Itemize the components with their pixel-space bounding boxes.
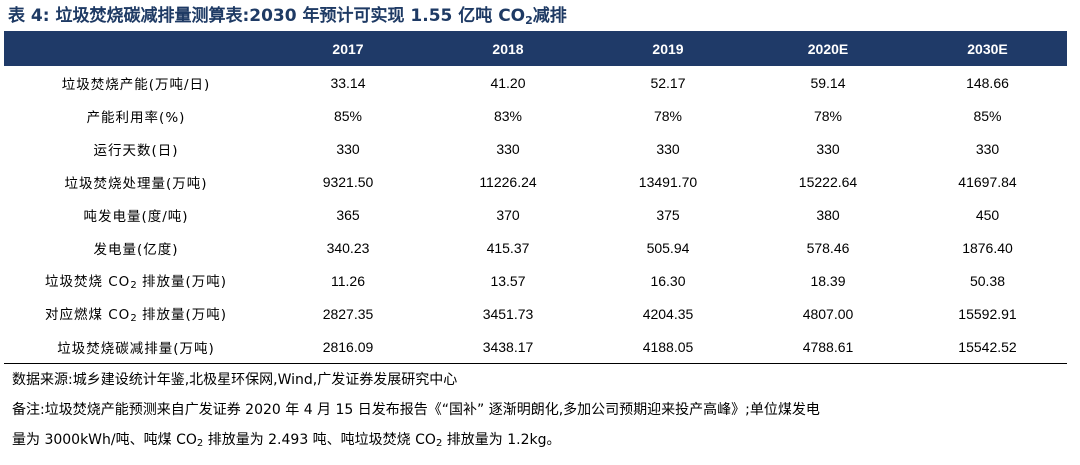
row-label: 垃圾焚烧处理量(万吨): [64, 175, 208, 192]
table-row: 吨发电量(度/吨) 365 370 375 380 450: [4, 198, 1067, 231]
cell-value: 18.39: [810, 272, 846, 289]
row-label: 垃圾焚烧碳减排量(万吨): [4, 330, 268, 364]
header-cell-2020e: 2020E: [748, 31, 908, 66]
cell-value: 13491.70: [638, 173, 698, 190]
source-note: 数据来源:城乡建设统计年鉴,北极星环保网,Wind,广发证券发展研究中心: [12, 372, 458, 388]
cell-value: 33.14: [330, 74, 366, 91]
cell-value: 15592.91: [958, 305, 1017, 322]
cell-value: 15542.52: [908, 330, 1067, 364]
row-label: 产能利用率(%): [86, 109, 186, 126]
cell-value: 83%: [493, 107, 523, 124]
title-suffix: 减排: [532, 6, 567, 26]
cell-value: 380: [816, 206, 840, 223]
row-label: 垃圾焚烧 CO2 排放量(万吨): [44, 274, 228, 291]
cell-value: 330: [496, 140, 520, 157]
cell-value: 1876.40: [962, 239, 1013, 256]
cell-value: 450: [975, 206, 1000, 223]
cell-value: 50.38: [969, 272, 1006, 289]
cell-value: 11226.24: [479, 173, 537, 190]
cell-value: 340.23: [326, 239, 370, 256]
footnote-text: 量为 3000kWh/吨、吨煤 CO: [12, 432, 197, 448]
table-row: 对应燃煤 CO2 排放量(万吨) 2827.35 3451.73 4204.35 480…: [4, 297, 1067, 330]
footnote-subscript: 2: [196, 438, 204, 449]
cell-value: 3438.17: [428, 330, 588, 364]
table-row: 垃圾焚烧处理量(万吨) 9321.50 11226.24 13491.70 15222.…: [4, 165, 1067, 198]
title-subscript: 2: [525, 14, 533, 27]
header-cell-2017: 2017: [268, 31, 428, 66]
cell-value: 3451.73: [482, 305, 534, 322]
table-row: 垃圾焚烧碳减排量(万吨) 2816.09 3438.17 4188.05 4788.61…: [4, 330, 1067, 364]
header-cell-label: [4, 31, 268, 66]
row-label: 对应燃煤 CO2 排放量(万吨): [44, 307, 228, 324]
header-cell-2018: 2018: [428, 31, 588, 66]
header-row: 2017 2018 2019 2020E 2030E: [4, 31, 1067, 66]
footnote: 备注:垃圾焚烧产能预测来自广发证券 2020 年 4 月 15 日发布报告《“国…: [12, 395, 820, 459]
cell-value: 2816.09: [268, 330, 428, 364]
cell-value: 41.20: [490, 74, 526, 91]
cell-value: 370: [496, 206, 520, 223]
table-row: 垃圾焚烧 CO2 排放量(万吨) 11.26 13.57 16.30 18.39 50.3…: [4, 264, 1067, 297]
cell-value: 59.14: [810, 74, 846, 91]
cell-value: 78%: [813, 107, 843, 124]
footnote-text: 排放量为 1.2kg。: [442, 432, 561, 448]
cell-value: 9321.50: [322, 173, 374, 190]
header-cell-2019: 2019: [588, 31, 748, 66]
table-row: 发电量(亿度) 340.23 415.37 505.94 578.46 1876.40: [4, 231, 1067, 264]
cell-value: 85%: [973, 107, 1002, 124]
cell-value: 16.30: [650, 272, 686, 289]
table-title: 表 4: 垃圾焚烧碳减排量测算表:2030 年预计可实现 1.55 亿吨 CO2…: [8, 2, 567, 30]
title-text: 表 4: 垃圾焚烧碳减排量测算表:2030 年预计可实现 1.55 亿吨 CO: [8, 6, 526, 26]
cell-value: 330: [975, 140, 1000, 157]
footnote-line-1: 备注:垃圾焚烧产能预测来自广发证券 2020 年 4 月 15 日发布报告《“国…: [12, 402, 820, 418]
cell-value: 148.66: [966, 74, 1009, 91]
cell-value: 11.26: [331, 272, 365, 289]
table-row: 产能利用率(%) 85% 83% 78% 78% 85%: [4, 99, 1067, 132]
cell-value: 415.37: [486, 239, 530, 256]
cell-value: 78%: [653, 107, 683, 124]
table-row: 垃圾焚烧产能(万吨/日) 33.14 41.20 52.17 59.14 148.66: [4, 66, 1067, 99]
cell-value: 4188.05: [588, 330, 748, 364]
cell-value: 505.94: [646, 239, 690, 256]
cell-value: 330: [656, 140, 680, 157]
cell-value: 4204.35: [642, 305, 694, 322]
cell-value: 578.46: [806, 239, 850, 256]
cell-value: 365: [336, 206, 360, 223]
data-table: 2017 2018 2019 2020E 2030E 垃圾焚烧产能(万吨/日) 3…: [4, 31, 1067, 364]
cell-value: 330: [336, 140, 360, 157]
table-row: 运行天数(日) 330 330 330 330 330: [4, 132, 1067, 165]
cell-value: 13.57: [490, 272, 526, 289]
footnote-text: 排放量为 2.493 吨、吨垃圾焚烧 CO: [203, 432, 436, 448]
row-label: 运行天数(日): [93, 142, 179, 159]
cell-value: 330: [816, 140, 840, 157]
cell-value: 15222.64: [798, 173, 858, 190]
cell-value: 41697.84: [958, 173, 1017, 190]
footnote-line-2: 量为 3000kWh/吨、吨煤 CO2 排放量为 2.493 吨、吨垃圾焚烧 C…: [12, 425, 820, 459]
footnote-subscript: 2: [435, 438, 443, 449]
cell-value: 2827.35: [322, 305, 374, 322]
row-label: 吨发电量(度/吨): [83, 208, 189, 225]
row-label: 垃圾焚烧产能(万吨/日): [61, 76, 211, 93]
cell-value: 52.17: [650, 74, 686, 91]
row-label: 发电量(亿度): [93, 241, 179, 258]
header-cell-2030e: 2030E: [908, 31, 1067, 66]
cell-value: 85%: [333, 107, 363, 124]
table-body: 垃圾焚烧产能(万吨/日) 33.14 41.20 52.17 59.14 148.66 产能…: [4, 66, 1067, 364]
cell-value: 375: [656, 206, 680, 223]
cell-value: 4788.61: [748, 330, 908, 364]
cell-value: 4807.00: [802, 305, 854, 322]
